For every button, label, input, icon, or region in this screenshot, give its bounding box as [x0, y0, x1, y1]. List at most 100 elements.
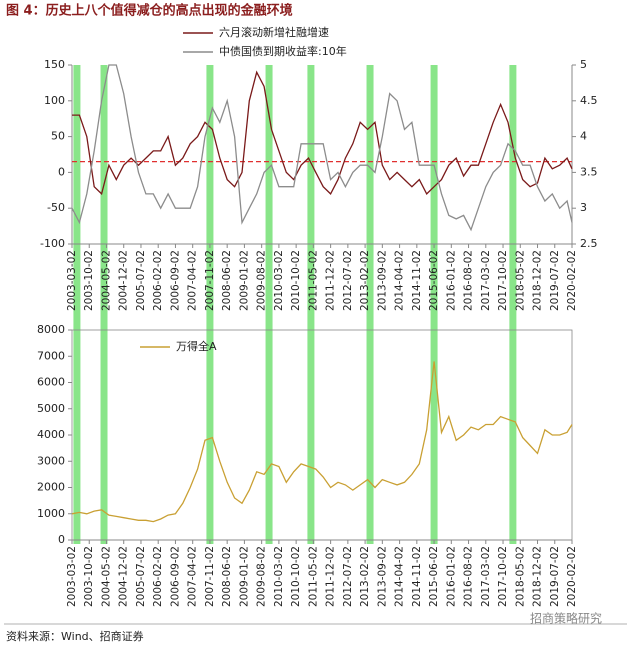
x-tick-label: 2012-07-02: [342, 546, 354, 607]
x-tick-label: 2013-09-02: [376, 546, 388, 607]
x-tick-label: 2008-06-02: [221, 250, 233, 311]
x-tick-label: 2015-06-02: [428, 250, 440, 311]
x-tick-label: 2018-05-02: [514, 546, 526, 607]
x-tick-label: 2011-12-02: [325, 546, 337, 607]
x-tick-label: 2014-11-02: [411, 250, 423, 311]
x-tick-label: 2010-10-02: [290, 250, 302, 311]
series-line: [72, 70, 573, 196]
highlight-band: [509, 65, 517, 544]
y-tick-label: -50: [47, 201, 65, 214]
x-tick-label: 2012-07-02: [342, 250, 354, 311]
x-tick-label: 2006-02-02: [152, 250, 164, 311]
x-tick-label: 2013-02-02: [359, 250, 371, 311]
x-tick-label: 2016-08-02: [463, 250, 475, 311]
figure-title: 图 4：历史上八个值得减仓的高点出现的金融环境: [6, 3, 293, 19]
x-tick-label: 2003-03-02: [66, 546, 78, 607]
x-tick-label: 2005-07-02: [135, 546, 147, 607]
x-tick-label: 2018-12-02: [532, 546, 544, 607]
x-tick-label: 2018-05-02: [514, 250, 526, 311]
y2-tick-label: 4: [580, 130, 587, 143]
y2-tick-label: 5: [580, 58, 587, 71]
x-tick-label: 2020-02-02: [566, 546, 578, 607]
highlight-band: [73, 65, 81, 544]
highlight-band: [100, 65, 108, 544]
x-tick-label: 2007-04-02: [187, 250, 199, 311]
x-tick-label: 2014-04-02: [394, 250, 406, 311]
x-tick-label: 2019-07-02: [549, 250, 561, 311]
x-tick-label: 2020-02-02: [566, 250, 578, 311]
x-tick-label: 2010-10-02: [290, 546, 302, 607]
y-tick-label: 150: [44, 58, 65, 71]
source: 资料来源：Wind、招商证券: [6, 629, 144, 643]
y2-tick-label: 3: [580, 201, 587, 214]
x-tick-label: 2004-12-02: [118, 546, 130, 607]
legend-label: 六月滚动新增社融增速: [219, 25, 329, 39]
x-tick-label: 2013-09-02: [376, 250, 388, 311]
x-tick-label: 2008-06-02: [221, 546, 233, 607]
legend-label: 万得全A: [176, 339, 217, 353]
plot-frame: [71, 329, 573, 541]
x-tick-label: 2006-09-02: [169, 546, 181, 607]
x-tick-label: 2011-05-02: [307, 250, 319, 311]
y-tick-label: 1000: [37, 507, 65, 520]
x-tick-label: 2003-10-02: [83, 250, 95, 311]
x-tick-label: 2016-08-02: [463, 546, 475, 607]
x-tick-label: 2006-02-02: [152, 546, 164, 607]
x-tick-label: 2010-03-02: [273, 546, 285, 607]
x-tick-label: 2005-07-02: [135, 250, 147, 311]
x-tick-label: 2007-11-02: [204, 250, 216, 311]
y2-tick-label: 3.5: [580, 165, 598, 178]
highlight-band: [265, 65, 273, 544]
y2-tick-label: 2.5: [580, 237, 598, 250]
x-tick-label: 2016-01-02: [445, 250, 457, 311]
x-tick-label: 2018-12-02: [532, 250, 544, 311]
x-tick-label: 2009-01-02: [238, 546, 250, 607]
x-tick-label: 2007-04-02: [187, 546, 199, 607]
y-tick-label: -100: [40, 237, 65, 250]
y-tick-label: 8000: [37, 323, 65, 336]
x-tick-label: 2016-01-02: [445, 546, 457, 607]
legend-label: 中债国债到期收益率:10年: [219, 44, 347, 58]
x-tick-label: 2004-05-02: [100, 250, 112, 311]
y-tick-label: 2000: [37, 481, 65, 494]
x-tick-label: 2017-10-02: [497, 250, 509, 311]
x-tick-label: 2003-10-02: [83, 546, 95, 607]
x-tick-label: 2014-04-02: [394, 546, 406, 607]
watermark: 招商策略研究: [530, 611, 602, 626]
series-line: [71, 361, 573, 523]
highlight-band: [206, 65, 214, 544]
y-tick-label: 3000: [37, 454, 65, 467]
x-tick-label: 2007-11-02: [204, 546, 216, 607]
x-tick-label: 2014-11-02: [411, 546, 423, 607]
series-line: [71, 64, 573, 232]
highlight-band: [430, 65, 438, 544]
x-tick-label: 2009-01-02: [238, 250, 250, 311]
y-tick-label: 7000: [37, 349, 65, 362]
highlight-band: [366, 65, 374, 544]
highlight-band: [307, 65, 315, 544]
y-tick-label: 50: [51, 130, 65, 143]
y-tick-label: 4000: [37, 428, 65, 441]
x-tick-label: 2011-12-02: [325, 250, 337, 311]
x-tick-label: 2011-05-02: [307, 546, 319, 607]
y-tick-label: 0: [58, 165, 65, 178]
x-tick-label: 2019-07-02: [549, 546, 561, 607]
x-tick-label: 2003-03-02: [66, 250, 78, 311]
x-tick-label: 2017-10-02: [497, 546, 509, 607]
x-tick-label: 2010-03-02: [273, 250, 285, 311]
y2-tick-label: 4.5: [580, 94, 598, 107]
x-tick-label: 2013-02-02: [359, 546, 371, 607]
y-tick-label: 100: [44, 94, 65, 107]
x-tick-label: 2004-05-02: [100, 546, 112, 607]
x-tick-label: 2006-09-02: [169, 250, 181, 311]
y-tick-label: 6000: [37, 376, 65, 389]
x-tick-label: 2015-06-02: [428, 546, 440, 607]
x-tick-label: 2017-03-02: [480, 250, 492, 311]
x-tick-label: 2009-08-02: [256, 250, 268, 311]
y-tick-label: 0: [58, 533, 65, 546]
x-tick-label: 2004-12-02: [118, 250, 130, 311]
x-tick-label: 2009-08-02: [256, 546, 268, 607]
y-tick-label: 5000: [37, 402, 65, 415]
x-tick-label: 2017-03-02: [480, 546, 492, 607]
